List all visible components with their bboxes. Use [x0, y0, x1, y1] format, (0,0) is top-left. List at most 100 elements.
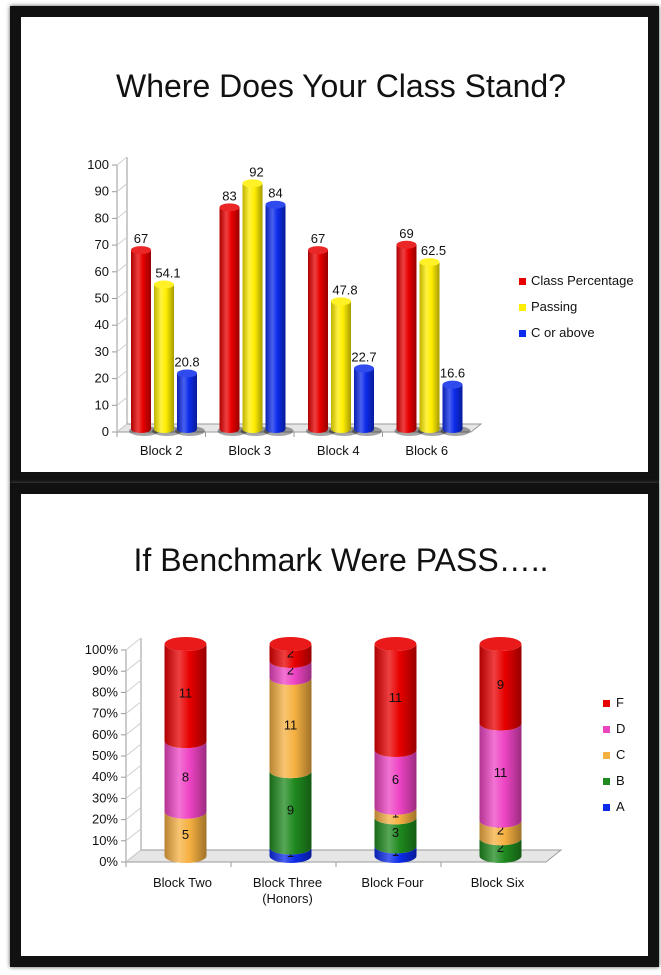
y-tick-label: 10 [95, 397, 109, 412]
legend-swatch [519, 278, 526, 285]
data-label: 83 [222, 188, 236, 203]
legend-swatch [603, 726, 610, 733]
chart-title: Where Does Your Class Stand? [116, 68, 566, 104]
tick-side-line [116, 343, 128, 353]
bar-top [419, 258, 440, 267]
data-label: 3 [392, 825, 399, 840]
x-tick-label: (Honors) [262, 891, 313, 906]
bar-top [308, 246, 328, 255]
tick-side-line [116, 236, 128, 246]
bar [331, 301, 351, 433]
x-tick-label: Block 2 [140, 443, 183, 458]
bar-segment [164, 644, 207, 749]
legend-swatch [519, 304, 526, 311]
x-tick-label: Block Four [361, 875, 424, 890]
legend-swatch [603, 752, 610, 759]
bar [177, 373, 197, 433]
data-label: 16.6 [440, 366, 465, 381]
y-tick-label: 70 [95, 237, 109, 252]
bar-top [154, 280, 174, 289]
data-label: 47.8 [332, 282, 357, 297]
x-tick-label: Block 3 [228, 443, 271, 458]
data-label: 8 [182, 770, 189, 785]
bar-top [219, 203, 240, 212]
bar-top [242, 179, 263, 188]
bar-segment [479, 644, 522, 731]
tick-side-line [125, 828, 142, 842]
bar-segment [374, 750, 417, 815]
legend-label: Passing [531, 299, 577, 314]
tick-side-line [116, 156, 128, 166]
data-label: 11 [179, 686, 193, 701]
y-tick-label: 40 [95, 317, 109, 332]
y-tick-label: 20% [92, 812, 118, 827]
stacked-bar-chart: If Benchmark Were PASS….. 0% 10% 20% 30% 40%… [85, 542, 626, 906]
data-label: 2 [497, 823, 504, 838]
bar-segment [374, 846, 417, 863]
y-tick-label: 90% [92, 663, 118, 678]
bar-segment [269, 771, 312, 855]
x-tick-label: Block Three [253, 875, 322, 890]
legend-label: A [616, 799, 625, 814]
data-label: 67 [134, 231, 148, 246]
tick-side-line [125, 764, 142, 778]
data-label: 84 [268, 186, 282, 201]
legend-swatch [603, 804, 610, 811]
bar [396, 244, 417, 433]
legend-label: C or above [531, 325, 595, 340]
tick-side-line [125, 637, 142, 651]
data-label: 2 [497, 840, 504, 855]
x-tick-label: Block Six [471, 875, 525, 890]
data-label: 2 [287, 662, 294, 677]
chart-title: If Benchmark Were PASS….. [134, 542, 549, 578]
data-label: 11 [284, 718, 298, 733]
bar [131, 250, 151, 433]
bar-chart-panel: Where Does Your Class Stand? 0 10 20 30 40 50… [10, 6, 659, 483]
bar-segment [479, 838, 522, 863]
y-tick-label: 60 [95, 264, 109, 279]
y-tick-label: 0 [102, 424, 109, 439]
bar-top [269, 637, 312, 651]
data-label: 11 [494, 765, 508, 780]
legend-swatch [519, 330, 526, 337]
bar-segment [374, 817, 417, 854]
tick-side-line [125, 807, 142, 820]
y-tick-label: 50 [95, 291, 109, 306]
bar-segment [374, 644, 417, 757]
bar-segment [374, 807, 417, 825]
legend-swatch [603, 778, 610, 785]
y-tick-label: 40% [92, 769, 118, 784]
bar [242, 183, 263, 433]
legend-label: Class Percentage [531, 273, 634, 288]
y-tick-label: 30 [95, 344, 109, 359]
y-tick-label: 10% [92, 833, 118, 848]
data-label: 92 [249, 164, 263, 179]
tick-side-line [116, 423, 128, 433]
y-tick-label: 90 [95, 184, 109, 199]
tick-side-line [116, 290, 128, 299]
bar [442, 384, 463, 433]
legend-label: D [616, 721, 625, 736]
data-label: 67 [311, 231, 325, 246]
bar-segment [269, 660, 312, 685]
legend-label: C [616, 747, 625, 762]
bar-segment [479, 820, 522, 846]
bar [354, 368, 374, 433]
bar [265, 204, 286, 433]
bar-top [164, 637, 207, 651]
legend-swatch [603, 700, 610, 707]
tick-side-line [125, 722, 142, 736]
data-label: 11 [389, 690, 403, 705]
bar-segment [269, 847, 312, 863]
tick-side-line [116, 210, 128, 219]
bar-top [479, 637, 522, 651]
data-label: 2 [287, 645, 294, 660]
bar-top [354, 364, 374, 373]
bar-top [374, 637, 417, 651]
stacked-chart-panel: If Benchmark Were PASS….. 0% 10% 20% 30% 40%… [10, 483, 659, 967]
y-tick-label: 50% [92, 748, 118, 763]
y-tick-label: 30% [92, 790, 118, 805]
bar [419, 262, 440, 433]
bar-segment [164, 811, 207, 863]
bar-segment [164, 741, 207, 819]
